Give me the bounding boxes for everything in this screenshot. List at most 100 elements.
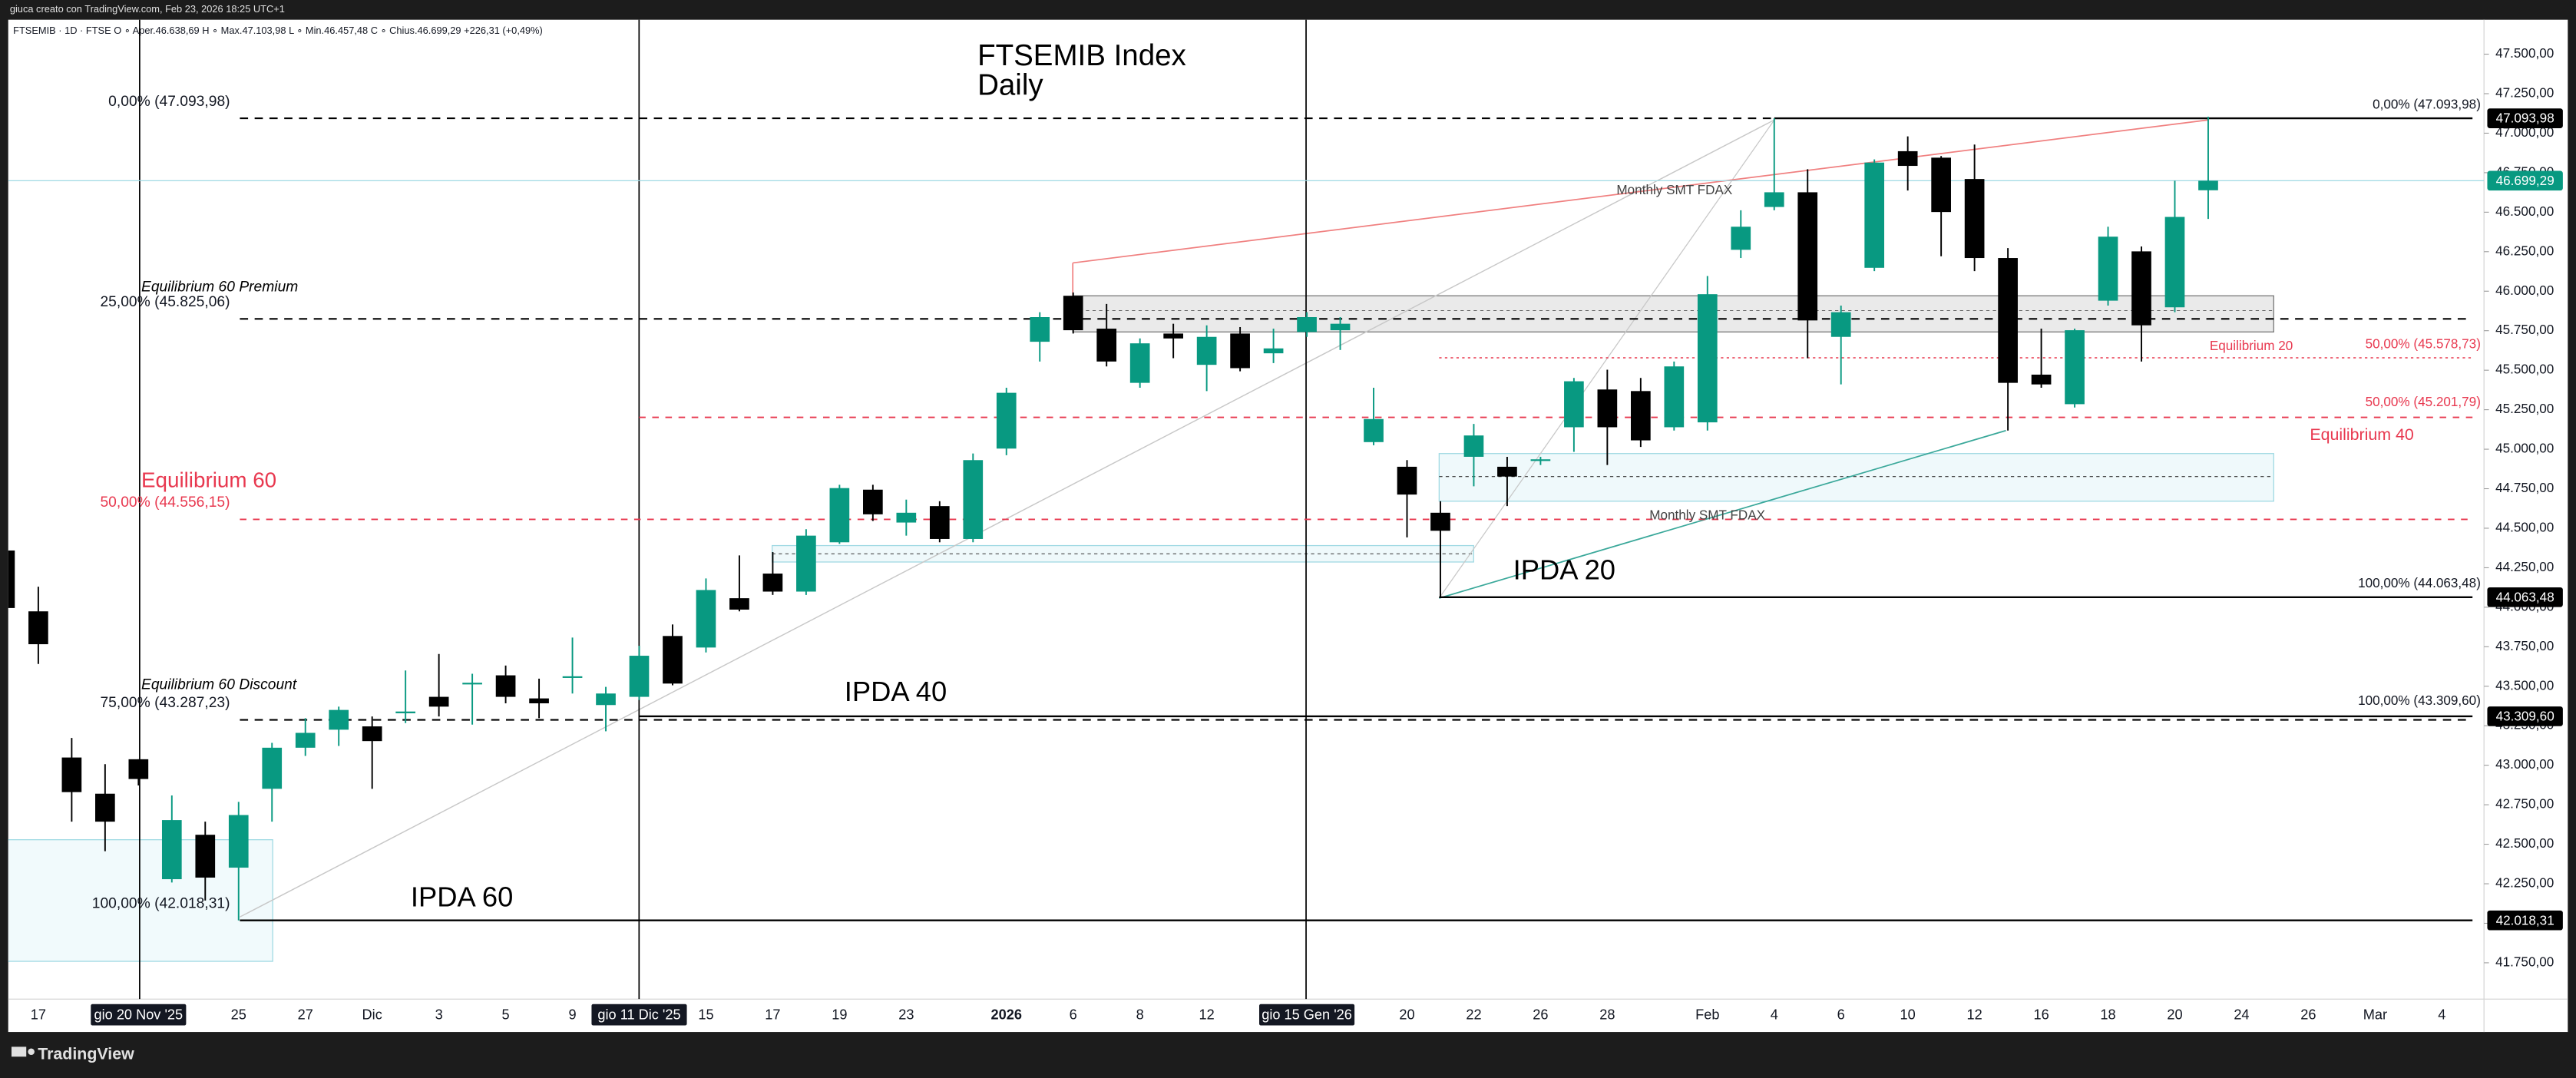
candle-body <box>1129 343 1150 383</box>
y-tick-label: 42.500,00 <box>2495 836 2554 851</box>
candle-body <box>1764 192 1784 207</box>
x-tick-label: 17 <box>765 1007 780 1022</box>
y-tick-label: 43.750,00 <box>2495 639 2554 653</box>
candle-body <box>796 535 816 592</box>
candle-body <box>195 835 216 878</box>
x-tick-label: 6 <box>1070 1007 1077 1022</box>
annotation: Equilibrium 40 <box>2310 425 2414 444</box>
candle-body <box>1163 333 1183 339</box>
y-tick-label: 47.000,00 <box>2495 125 2554 140</box>
candle-body <box>295 732 316 748</box>
candle-body <box>663 636 683 684</box>
y-tick-label: 46.000,00 <box>2495 283 2554 298</box>
candle-body <box>2198 180 2218 190</box>
y-tick-label: 45.750,00 <box>2495 322 2554 337</box>
fib-label: 50,00% (44.556,15) <box>100 494 230 511</box>
candle-body <box>228 815 249 868</box>
top-bar-text: giuca creato con TradingView.com, Feb 23… <box>10 3 285 15</box>
y-tick-label: 44.750,00 <box>2495 481 2554 495</box>
fib-label: 0,00% (47.093,98) <box>108 94 230 110</box>
labels: 41.750,0042.000,0042.250,0042.500,0042.7… <box>31 46 2563 1026</box>
candle-body <box>2098 236 2118 301</box>
candle-body <box>529 698 549 703</box>
price-tag <box>2487 108 2563 128</box>
fib-label: 25,00% (45.825,06) <box>100 294 230 310</box>
y-tick-label: 44.500,00 <box>2495 520 2554 534</box>
candle-body <box>863 489 883 514</box>
candle-body <box>61 757 82 792</box>
candle-body <box>829 488 850 543</box>
fib-label: 75,00% (43.287,23) <box>100 695 230 711</box>
price-tag <box>2487 170 2563 191</box>
annotation: IPDA 20 <box>1513 554 1615 585</box>
candle-body <box>1030 317 1050 342</box>
y-tick-label: 43.500,00 <box>2495 678 2554 693</box>
candle-body <box>1964 179 1985 259</box>
candle-body <box>2164 217 2185 308</box>
x-tick-label: 22 <box>1466 1007 1481 1022</box>
candle-body <box>1530 459 1551 461</box>
candle-body <box>1397 466 1417 495</box>
x-tick-label: 6 <box>1837 1007 1845 1022</box>
candle-body <box>729 598 749 610</box>
x-tick-label: 3 <box>435 1007 443 1022</box>
candle-body <box>462 683 482 685</box>
candle-body <box>428 696 449 707</box>
annotation: Monthly SMT FDAX <box>1616 183 1732 197</box>
candle-body <box>1597 389 1618 428</box>
y-tick-label: 45.000,00 <box>2495 441 2554 456</box>
candle-body <box>596 693 616 706</box>
price-tag-label: 42.018,31 <box>2496 913 2555 928</box>
ohlc-header: FTSEMIB · 1D · FTSE O ∘ Aper.46.638,69 H… <box>13 25 543 36</box>
price-tag <box>2487 587 2563 607</box>
candle-body <box>1364 418 1384 442</box>
candle-body <box>1430 512 1450 531</box>
candle-body <box>2131 251 2151 326</box>
x-tick-label: Mar <box>2363 1007 2387 1022</box>
candle-body <box>1497 466 1517 477</box>
candle-body <box>161 820 182 880</box>
candle-body <box>1697 294 1718 423</box>
candle-body <box>1330 323 1351 331</box>
candle-body <box>1263 348 1284 354</box>
y-tick-label: 46.250,00 <box>2495 243 2554 258</box>
x-tick-label: gio 11 Dic '25 <box>597 1007 680 1022</box>
candle-body <box>1830 312 1851 337</box>
price-tag-label: 47.093,98 <box>2496 111 2555 126</box>
x-tick-label: 23 <box>898 1007 914 1022</box>
footer-brand: TradingView <box>38 1045 134 1063</box>
candle-body <box>395 711 415 713</box>
x-tick-label: 25 <box>231 1007 246 1022</box>
candle-body <box>1931 157 1951 213</box>
annotation: Equilibrium 20 <box>2210 339 2293 353</box>
candle-body <box>1664 366 1685 428</box>
y-tick-label: 47.250,00 <box>2495 86 2554 101</box>
x-tick-label: 27 <box>298 1007 313 1022</box>
candles <box>8 117 2218 921</box>
fib-label: 100,00% (42.018,31) <box>92 895 230 911</box>
x-tick-label: 5 <box>502 1007 510 1022</box>
candle-body <box>329 709 349 730</box>
x-tick-label: Dic <box>362 1007 382 1022</box>
x-tick-label: 2026 <box>991 1007 1022 1022</box>
price-tag <box>2487 706 2563 726</box>
candle-body <box>2031 374 2052 385</box>
x-tick-label: 12 <box>1967 1007 1982 1022</box>
candle-body <box>28 611 48 645</box>
candle-body <box>1998 258 2018 383</box>
x-tick-label: gio 20 Nov '25 <box>94 1007 184 1022</box>
candle-body <box>1463 435 1484 457</box>
candle-body <box>562 676 583 678</box>
annotation: Equilibrium 60 <box>141 468 276 491</box>
candle-body <box>1864 162 1885 268</box>
x-tick-label: 28 <box>1599 1007 1615 1022</box>
candle-body <box>1297 317 1317 332</box>
price-tag-label: 46.699,29 <box>2496 174 2555 188</box>
x-tick-label: 10 <box>1900 1007 1916 1022</box>
candle-body <box>262 747 283 789</box>
price-tag-label: 44.063,48 <box>2496 590 2555 604</box>
candle-body <box>1897 150 1918 167</box>
candle-body <box>996 392 1017 449</box>
candle-body <box>95 793 115 822</box>
x-tick-label: 20 <box>1399 1007 1414 1022</box>
